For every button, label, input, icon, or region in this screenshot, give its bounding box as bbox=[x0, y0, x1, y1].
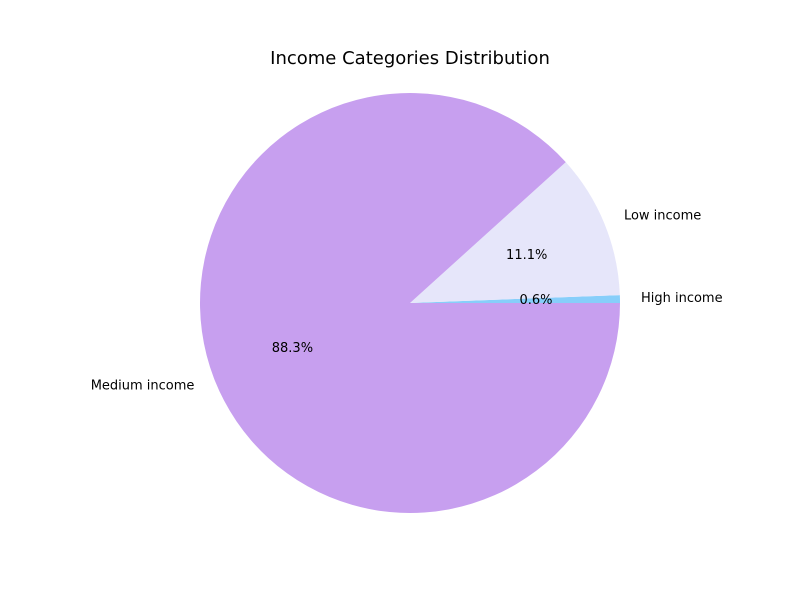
slice-label-medium-income: Medium income bbox=[91, 379, 195, 394]
slice-label-low-income: Low income bbox=[624, 208, 701, 223]
pie-slice-low-income bbox=[410, 162, 620, 303]
pie-slice-medium-income bbox=[200, 93, 620, 514]
pie-slice-high-income bbox=[410, 295, 620, 303]
chart-title: Income Categories Distribution bbox=[270, 48, 550, 69]
slice-percent-medium-income: 88.3% bbox=[272, 341, 313, 356]
slice-label-high-income: High income bbox=[641, 291, 723, 306]
pie-slices bbox=[200, 93, 620, 514]
slice-percent-high-income: 0.6% bbox=[519, 293, 552, 308]
slice-percent-low-income: 11.1% bbox=[506, 248, 547, 263]
pie-labels: High income 0.6% Low income 11.1% Medium inc… bbox=[91, 208, 723, 393]
